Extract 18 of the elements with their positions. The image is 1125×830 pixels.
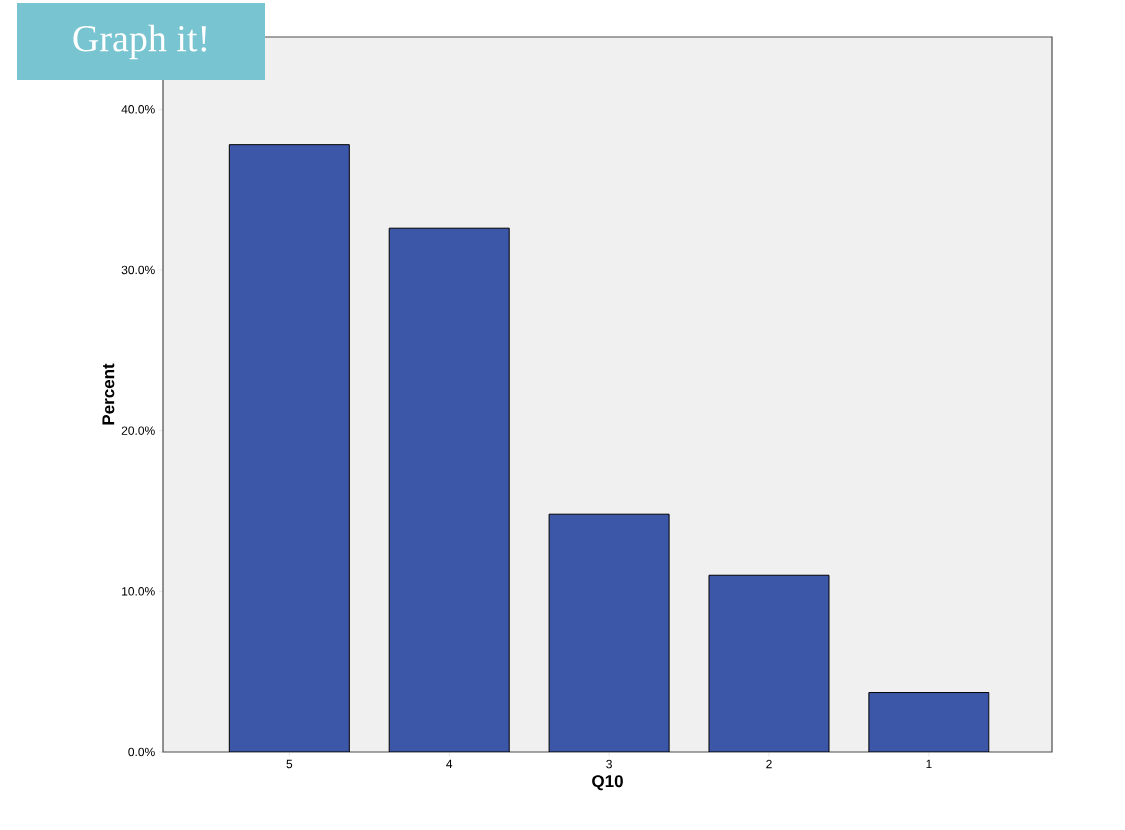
x-tick-label: 3 (606, 759, 612, 769)
x-axis-title: Q10 (592, 775, 623, 791)
bar (868, 692, 990, 752)
bar (548, 513, 670, 752)
chart-title: Graph it! (73, 24, 207, 60)
y-tick-label: 20.0% (121, 426, 155, 435)
bar (388, 227, 510, 752)
bar (229, 144, 350, 752)
x-tick-label: 4 (446, 759, 453, 769)
bar (708, 574, 830, 752)
x-tick-label: 2 (766, 759, 772, 769)
y-tick-label: 0.0% (128, 747, 155, 757)
x-tick-label: 1 (926, 759, 932, 769)
x-tick-label: 5 (286, 759, 293, 769)
y-tick-label: 30.0% (121, 265, 155, 275)
y-tick-label: 40.0% (121, 105, 155, 114)
y-tick-label: 10.0% (122, 587, 155, 596)
y-axis-title: Percent (102, 363, 115, 425)
